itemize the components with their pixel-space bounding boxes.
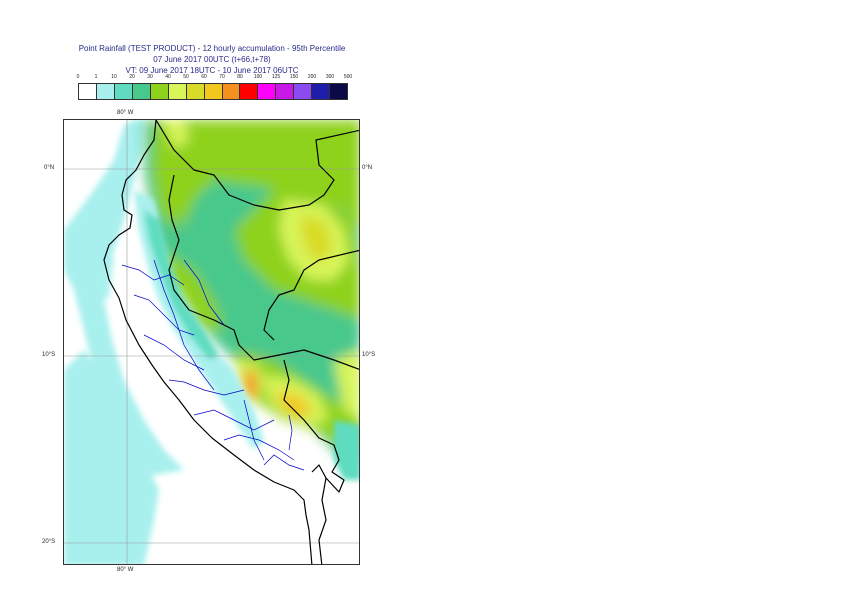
legend-swatch <box>240 84 259 99</box>
legend-swatch <box>168 84 187 99</box>
land-rainfall-area <box>144 120 359 465</box>
legend-tick-label: 500 <box>343 74 353 80</box>
legend-swatch <box>186 84 205 99</box>
region-boundaries <box>121 259 305 471</box>
title-line-2: 07 June 2017 00UTC (t+66,t+78) <box>153 55 271 64</box>
legend-swatch <box>132 84 151 99</box>
longitude-label-bottom: 80° W <box>117 567 134 573</box>
legend-tick-label: 80 <box>237 74 243 80</box>
map-panel <box>63 119 360 565</box>
legend-swatch <box>276 84 295 99</box>
legend-swatch <box>204 84 223 99</box>
latitude-label-left-20s: 20°S <box>42 539 56 545</box>
legend-tick-label: 60 <box>201 74 207 80</box>
country-borders <box>103 120 359 564</box>
legend-tick-label: 40 <box>165 74 171 80</box>
latitude-label-right-0: 0°N <box>362 165 373 171</box>
graticule <box>64 120 359 564</box>
legend-swatch <box>330 84 348 99</box>
color-legend: 0 1 10 20 30 40 50 60 70 80 100 125 150 200 300 500 <box>76 74 352 104</box>
legend-tick-label: 50 <box>183 74 189 80</box>
legend-tick-label: 150 <box>289 74 299 80</box>
legend-tick-label: 70 <box>219 74 225 80</box>
rainfall-map <box>64 120 359 564</box>
legend-swatch <box>150 84 169 99</box>
legend-swatch <box>312 84 331 99</box>
legend-tick-label: 0 <box>76 74 80 80</box>
longitude-label-top: 80° W <box>117 110 134 116</box>
legend-tick-label: 1 <box>94 74 98 80</box>
latitude-label-left-10s: 10°S <box>42 352 56 358</box>
andes-rainfall-band <box>134 190 359 480</box>
ocean-rainfall-area <box>64 120 184 564</box>
title-line-1: Point Rainfall (TEST PRODUCT) - 12 hourl… <box>78 44 346 53</box>
legend-swatch <box>294 84 313 99</box>
latitude-label-left-0: 0°N <box>44 165 55 171</box>
legend-tick-label: 20 <box>129 74 135 80</box>
legend-tick-label: 10 <box>111 74 117 80</box>
title-line-3: VT: 09 June 2017 18UTC - 10 June 2017 06… <box>125 66 299 75</box>
legend-swatch <box>79 84 97 99</box>
legend-swatch <box>114 84 133 99</box>
legend-swatch <box>96 84 115 99</box>
latitude-label-right-10s: 10°S <box>362 352 376 358</box>
legend-tick-label: 30 <box>147 74 153 80</box>
legend-bar <box>78 83 348 100</box>
legend-swatch <box>258 84 277 99</box>
legend-tick-label: 300 <box>325 74 335 80</box>
legend-tick-label: 200 <box>307 74 317 80</box>
legend-tick-label: 125 <box>271 74 281 80</box>
legend-tick-label: 100 <box>253 74 263 80</box>
legend-swatch <box>222 84 241 99</box>
map-title: Point Rainfall (TEST PRODUCT) - 12 hourl… <box>62 43 362 76</box>
